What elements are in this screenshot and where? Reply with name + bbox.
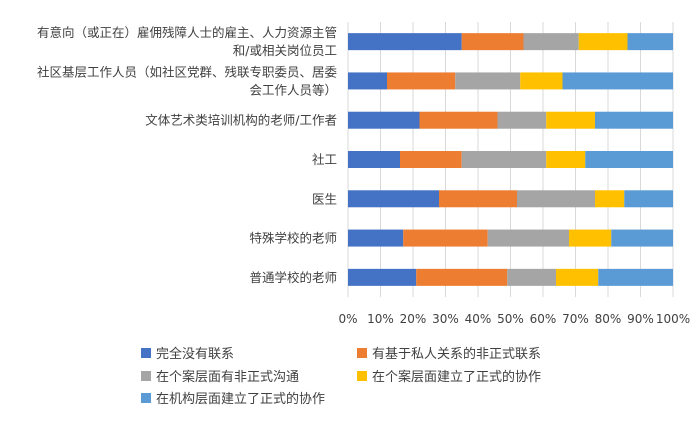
bar-segment <box>569 229 612 247</box>
bar-segment <box>419 111 498 129</box>
legend-swatch <box>141 348 151 358</box>
bar-segment <box>546 111 595 129</box>
x-tick-label: 80% <box>595 312 622 326</box>
x-tick-label: 20% <box>400 312 427 326</box>
category-label: 普通学校的老师 <box>249 270 337 285</box>
bar-segment <box>461 151 547 168</box>
bar-segment <box>403 229 488 247</box>
bar-segment <box>507 268 556 286</box>
legend-label: 在个案层面建立了正式的协作 <box>372 369 541 385</box>
x-tick-label: 0% <box>338 312 357 326</box>
bar-segment <box>546 151 586 168</box>
bar-segment <box>624 190 673 208</box>
bar-segment <box>348 33 462 51</box>
category-label: 文体艺术类培训机构的老师/工作者 <box>145 113 337 128</box>
bar-segment <box>598 268 673 286</box>
bar-segment <box>520 72 563 90</box>
bar-segment <box>416 268 508 286</box>
bar-segment <box>487 229 569 247</box>
bar-segment <box>439 190 517 208</box>
bar-segment <box>348 151 400 168</box>
bar-segment <box>461 33 524 51</box>
bars-group <box>348 33 673 286</box>
bar-segment <box>348 229 404 247</box>
bar-segment <box>387 72 456 90</box>
legend-swatch <box>141 393 151 403</box>
category-label: 医生 <box>312 191 337 206</box>
bar-segment <box>348 72 387 90</box>
legend-label: 在个案层面有非正式沟通 <box>156 370 299 385</box>
x-tick-label: 100% <box>656 312 690 326</box>
x-tick-label: 50% <box>497 312 524 326</box>
x-tick-label: 10% <box>367 312 394 326</box>
x-tick-label: 40% <box>465 312 492 326</box>
legend-swatch <box>357 371 367 381</box>
x-tick-label: 90% <box>627 312 654 326</box>
x-tick-label: 60% <box>530 312 557 326</box>
bar-segment <box>562 72 673 90</box>
bar-segment <box>585 151 673 168</box>
bar-segment <box>611 229 673 247</box>
bar-segment <box>348 268 417 286</box>
x-tick-label: 30% <box>432 312 459 326</box>
bar-segment <box>595 190 625 208</box>
category-label: 社工 <box>312 152 337 167</box>
legend-label: 完全没有联系 <box>156 346 234 362</box>
bar-segment <box>627 33 673 51</box>
bar-segment <box>400 151 462 168</box>
legend-label: 有基于私人关系的非正式联系 <box>372 346 541 362</box>
bar-segment <box>595 111 673 129</box>
category-label: 特殊学校的老师 <box>249 231 337 246</box>
bar-segment <box>578 33 628 51</box>
x-tick-labels: 0% 10% 20% 30% 40% 50% 60% 70% 80% 90% 100% <box>338 312 690 326</box>
legend-label: 在机构层面建立了正式的协作 <box>156 391 325 407</box>
bar-segment <box>455 72 521 90</box>
category-label: 会工作人员等） <box>249 82 337 97</box>
bar-segment <box>348 190 439 208</box>
bar-segment <box>348 111 420 129</box>
bar-segment <box>523 33 579 51</box>
x-tick-label: 70% <box>562 312 589 326</box>
legend-swatch <box>357 348 367 358</box>
category-label: 有意向（或正在）雇佣残障人士的雇主、人力资源主管 <box>37 25 337 40</box>
category-labels: 有意向（或正在）雇佣残障人士的雇主、人力资源主管和/或相关岗位员工社区基层工作人… <box>37 25 338 285</box>
bar-segment <box>497 111 547 129</box>
category-label: 和/或相关岗位员工 <box>233 43 337 58</box>
bar-segment <box>517 190 595 208</box>
legend-swatch <box>141 371 151 381</box>
bar-segment <box>556 268 599 286</box>
category-label: 社区基层工作人员（如社区党群、残联专职委员、居委 <box>37 64 338 79</box>
